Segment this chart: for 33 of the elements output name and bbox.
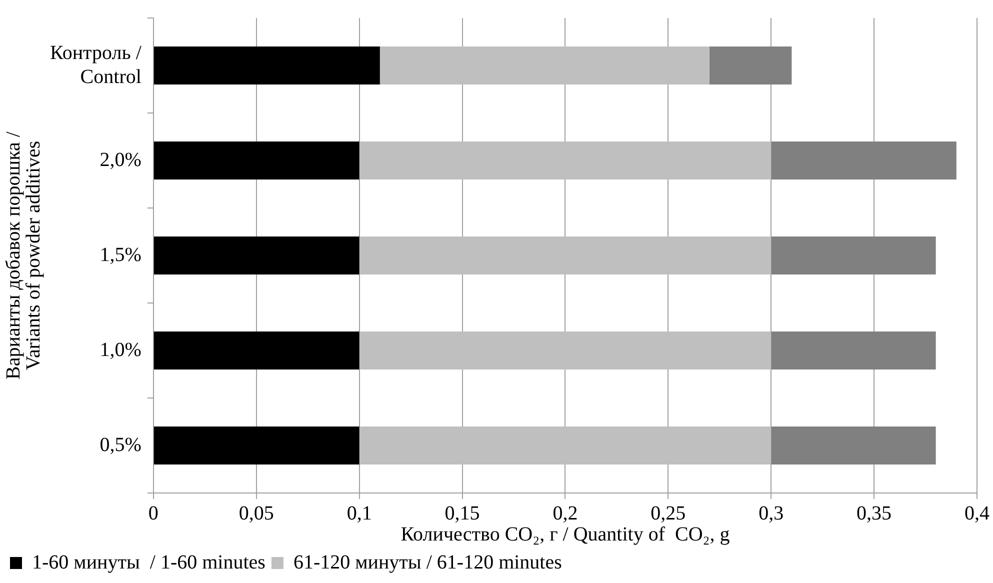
x-tick-label: 0,2 [552,502,578,524]
x-axis-title: Количество CO₂, г / Quantity of CO₂, g [400,523,730,546]
bar [709,46,792,84]
bar [154,142,360,180]
y-tick-label: 2,0% [100,148,142,171]
y-tick-label: 0,5% [100,434,142,456]
bar [771,236,936,274]
x-tick-label: 0,05 [238,502,274,524]
x-tick-label: 0,35 [856,502,892,524]
x-tick-label: 0,4 [964,502,990,524]
y-tick-label: 1,5% [100,244,142,266]
x-tick-label: 0 [148,502,158,524]
bar [771,426,936,464]
bar [154,426,360,464]
x-tick-label: 0,3 [758,502,784,524]
bar [359,426,772,464]
bar [771,142,956,180]
legend-label: 61-120 минуты / 61-120 minutes [293,551,562,574]
y-tick-label: Контроль / Control [50,42,142,88]
bar [154,332,360,370]
bar [359,236,772,274]
bar [154,236,360,274]
x-tick-label: 0,15 [444,502,480,524]
bar [771,332,936,370]
legend-label: 1-60 минуты / 1-60 minutes [32,551,266,574]
bar [359,332,772,370]
bar [154,46,380,84]
bar [359,142,772,180]
y-tick-label: 1,0% [100,338,142,361]
x-tick-label: 0,25 [650,502,686,524]
x-tick-label: 0,1 [346,502,372,524]
y-axis-title: Варианты добавок порошка / Variants of powder additives [2,131,44,380]
bar [380,46,710,84]
